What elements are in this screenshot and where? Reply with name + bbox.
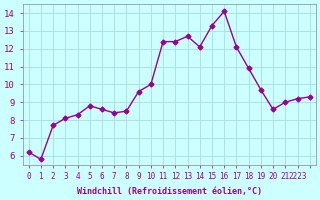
X-axis label: Windchill (Refroidissement éolien,°C): Windchill (Refroidissement éolien,°C) [77,187,262,196]
